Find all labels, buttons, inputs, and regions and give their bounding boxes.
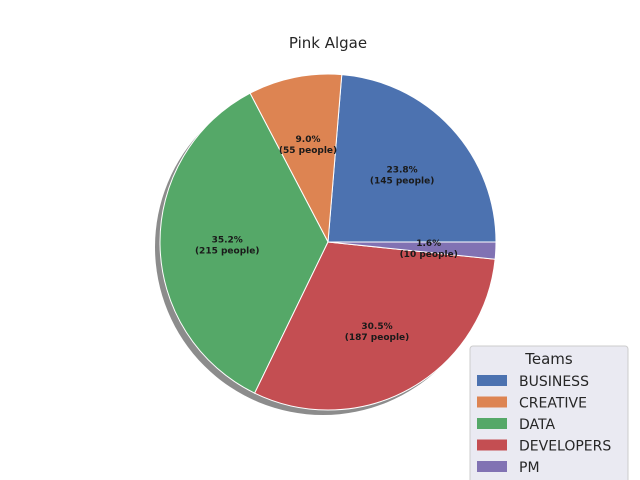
legend-label-pm: PM — [519, 460, 540, 476]
pie-slice-business — [327, 74, 497, 243]
pie-slice-creative — [249, 73, 343, 244]
legend-swatch-developers — [477, 439, 507, 451]
slice-label-pm: 1.6% (10 people) — [400, 239, 458, 260]
legend-swatch-pm — [477, 461, 507, 472]
slice-label-business: 23.8% (145 people) — [370, 166, 435, 187]
pie-slice-pm — [327, 241, 497, 260]
pie-slice-developers — [253, 241, 496, 411]
legend-title: Teams — [524, 350, 573, 368]
legend-swatch-data — [477, 418, 507, 429]
legend-label-business: BUSINESS — [519, 374, 589, 390]
pie-slices — [159, 73, 497, 411]
legend-box — [469, 345, 629, 480]
legend-label-developers: DEVELOPERS — [519, 439, 611, 455]
legend-label-data: DATA — [519, 417, 555, 433]
legend-swatch-creative — [477, 396, 507, 408]
slice-label-developers: 30.5% (187 people) — [345, 322, 410, 343]
legend-label-creative: CREATIVE — [519, 396, 587, 412]
chart-title: Pink Algae — [289, 34, 367, 52]
legend-swatch-business — [477, 375, 507, 386]
slice-label-creative: 9.0% (55 people) — [279, 135, 337, 156]
legend-entries: BUSINESS CREATIVE DATA DEVELOPERS PM — [477, 374, 611, 476]
slice-labels: 23.8% (145 people) 9.0% (55 people) 35.2% (21… — [195, 135, 458, 343]
pie-slice-data — [159, 92, 329, 394]
slice-label-data: 35.2% (215 people) — [195, 236, 260, 257]
legend: Teams BUSINESS CREATIVE DATA DEVELOPERS PM — [469, 345, 629, 480]
